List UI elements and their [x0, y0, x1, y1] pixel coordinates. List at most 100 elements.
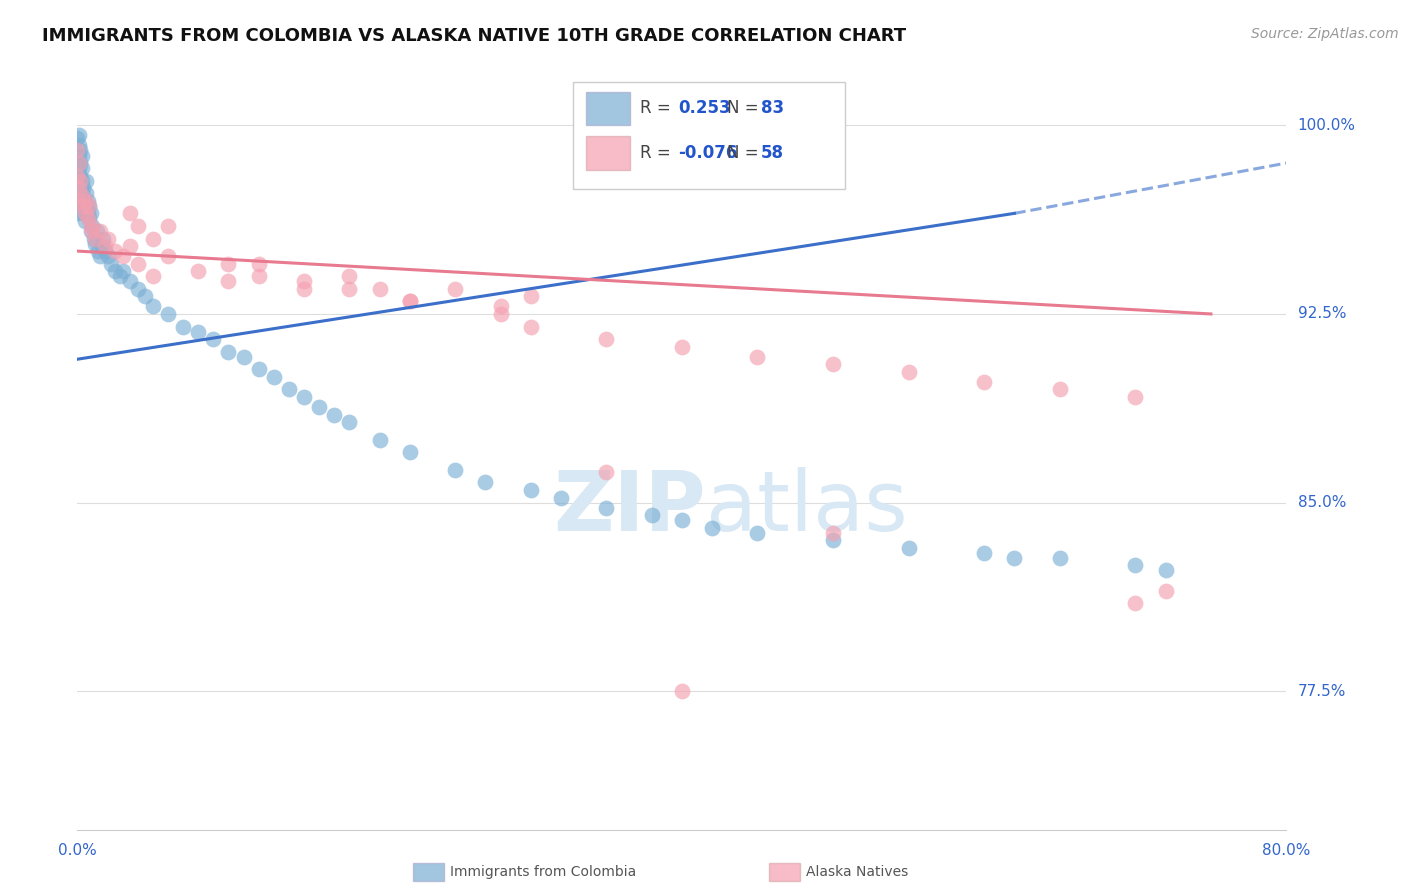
Text: atlas: atlas — [706, 467, 908, 548]
Point — [474, 475, 496, 490]
Point — [308, 400, 330, 414]
Point — [84, 231, 107, 245]
Point — [69, 181, 91, 195]
Point — [520, 289, 543, 303]
Text: 0.253: 0.253 — [678, 100, 731, 118]
Point — [1049, 383, 1071, 397]
Text: 80.0%: 80.0% — [1263, 844, 1310, 858]
Point — [897, 365, 920, 379]
Point — [337, 415, 360, 429]
Point — [127, 219, 149, 233]
Point — [142, 300, 165, 314]
Point — [69, 174, 91, 188]
Point — [73, 206, 96, 220]
Point — [77, 206, 100, 220]
Point — [79, 199, 101, 213]
Point — [399, 294, 422, 309]
Text: ZIP: ZIP — [554, 467, 706, 548]
Text: Alaska Natives: Alaska Natives — [806, 865, 908, 880]
Point — [75, 186, 97, 201]
Text: Immigrants from Colombia: Immigrants from Colombia — [450, 865, 636, 880]
Point — [595, 332, 617, 346]
Point — [72, 194, 94, 208]
FancyBboxPatch shape — [586, 92, 630, 126]
Point — [67, 161, 90, 175]
Point — [1004, 550, 1026, 565]
Point — [66, 181, 89, 195]
Point — [67, 156, 90, 170]
Point — [69, 169, 91, 183]
Point — [86, 224, 108, 238]
Point — [67, 138, 90, 153]
Point — [218, 257, 240, 271]
Point — [66, 144, 89, 158]
Point — [69, 144, 91, 158]
Point — [247, 269, 270, 284]
Point — [323, 408, 346, 422]
Text: 83: 83 — [761, 100, 783, 118]
Point — [278, 383, 301, 397]
Point — [595, 466, 617, 480]
Point — [142, 231, 165, 245]
Point — [80, 224, 103, 238]
Point — [1049, 550, 1071, 565]
Point — [70, 188, 93, 202]
Point — [100, 257, 122, 271]
Point — [70, 186, 93, 201]
Point — [187, 264, 209, 278]
Point — [702, 521, 724, 535]
Text: Source: ZipAtlas.com: Source: ZipAtlas.com — [1251, 27, 1399, 41]
Point — [444, 282, 467, 296]
Point — [157, 249, 180, 263]
Point — [69, 194, 91, 208]
Point — [120, 206, 142, 220]
Point — [127, 282, 149, 296]
FancyBboxPatch shape — [574, 81, 845, 189]
Point — [96, 231, 118, 245]
Point — [111, 249, 134, 263]
Text: R =: R = — [640, 144, 676, 162]
Point — [218, 344, 240, 359]
Point — [671, 684, 693, 698]
Point — [77, 194, 100, 208]
Point — [973, 375, 995, 389]
Point — [1123, 596, 1146, 610]
Point — [83, 231, 105, 245]
Point — [550, 491, 572, 505]
Point — [89, 224, 111, 238]
Point — [80, 219, 103, 233]
Point — [1123, 558, 1146, 573]
Point — [120, 239, 142, 253]
Point — [232, 350, 254, 364]
Text: N =: N = — [727, 100, 763, 118]
Point — [79, 199, 101, 213]
Point — [67, 188, 90, 202]
Point — [66, 206, 89, 220]
Point — [821, 357, 844, 371]
Text: 77.5%: 77.5% — [1298, 684, 1346, 698]
Point — [87, 244, 110, 258]
Point — [671, 513, 693, 527]
Point — [671, 340, 693, 354]
Point — [70, 148, 93, 162]
Point — [111, 264, 134, 278]
Text: 85.0%: 85.0% — [1298, 495, 1346, 510]
Point — [72, 199, 94, 213]
Point — [142, 269, 165, 284]
Point — [1154, 564, 1177, 578]
Point — [66, 156, 89, 170]
Point — [368, 433, 391, 447]
Point — [93, 239, 115, 253]
Point — [641, 508, 664, 523]
Point — [399, 445, 422, 459]
Point — [66, 169, 89, 183]
Point — [520, 483, 543, 497]
Text: 0.0%: 0.0% — [58, 844, 97, 858]
Point — [489, 307, 512, 321]
Point — [73, 199, 96, 213]
Point — [368, 282, 391, 296]
Point — [66, 194, 89, 208]
Point — [72, 206, 94, 220]
Point — [72, 181, 94, 195]
Point — [69, 156, 91, 170]
